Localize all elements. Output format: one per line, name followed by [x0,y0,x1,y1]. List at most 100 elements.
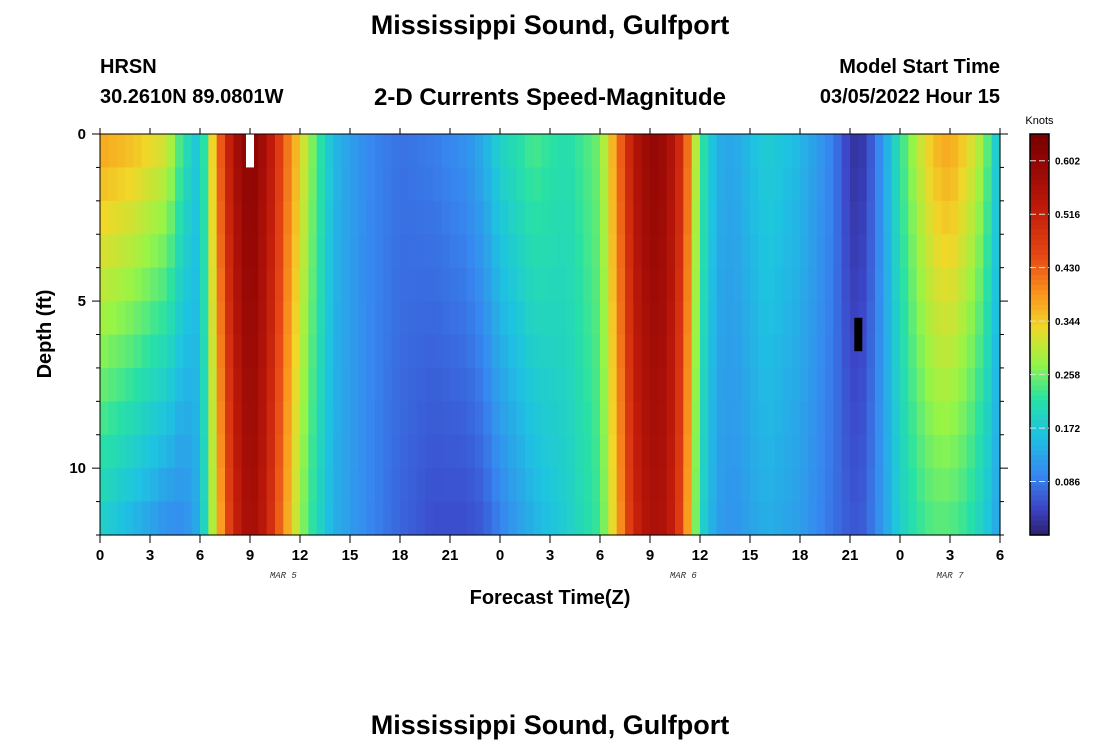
heatmap-cell [658,200,668,235]
heatmap-cell [408,134,418,169]
heatmap-cell [833,367,843,402]
heatmap-cell [766,234,776,269]
heatmap-cell [775,234,784,269]
heatmap-cell [425,167,434,202]
heatmap-cell [466,134,476,169]
heatmap-cell [900,501,909,536]
heatmap-cell [116,501,126,536]
heatmap-cell [175,401,184,436]
heatmap-cell [933,167,943,202]
heatmap-cell [183,167,193,202]
heatmap-cell [775,134,784,169]
heatmap-cell [916,134,926,169]
heatmap-cell [558,401,568,436]
colorbar-segment [1030,419,1049,426]
heatmap-cell [533,501,543,536]
heatmap-cell [558,267,568,302]
heatmap-cell [383,167,393,202]
heatmap-cell [950,200,959,235]
colorbar-segment [1030,229,1049,235]
heatmap-cell [441,334,451,369]
heatmap-cell [750,501,759,536]
heatmap-cell [116,301,126,336]
heatmap-cell [150,468,159,503]
heatmap-cell [341,301,351,336]
heatmap-cell [191,468,201,503]
heatmap-cell [416,267,426,302]
heatmap-cell [100,234,109,269]
heatmap-cell [708,200,718,235]
heatmap-cell [341,468,351,503]
colorbar-segment [1030,444,1049,451]
heatmap-cell [716,234,726,269]
heatmap-cell [308,234,318,269]
heatmap-cell [275,134,284,169]
heatmap-cell [416,501,426,536]
colorbar-segment [1030,149,1049,155]
heatmap-cell [991,334,1001,369]
heatmap-cell [450,134,459,169]
heatmap-cell [991,501,1001,536]
heatmap-cell [316,434,326,469]
heatmap-cell [208,200,218,235]
heatmap-cell [200,501,209,536]
heatmap-cell [591,134,601,169]
colorbar-segment [1030,204,1049,210]
heatmap-cell [166,301,176,336]
heatmap-cell [625,301,634,336]
heatmap-cell [525,501,534,536]
heatmap-cell [991,434,1001,469]
heatmap-cell [333,501,343,536]
heatmap-cell [200,301,209,336]
colorbar-segment [1030,344,1049,351]
heatmap-cell [583,434,593,469]
heatmap-cell [900,367,909,402]
heatmap-cell [691,301,701,336]
heatmap-cell [241,434,251,469]
colorbar-segment [1030,474,1049,481]
heatmap-cell [141,401,151,436]
heatmap-cell [683,401,693,436]
heatmap-cell [483,234,493,269]
heatmap-cell [650,367,659,402]
heatmap-cell [950,167,959,202]
heatmap-cell [391,234,401,269]
heatmap-cell [491,234,501,269]
heatmap-cell [391,200,401,235]
heatmap-cell [758,267,768,302]
heatmap-cell [233,401,243,436]
heatmap-cell [416,401,426,436]
heatmap-cell [800,234,809,269]
heatmap-cell [108,234,118,269]
heatmap-cell [291,301,301,336]
heatmap-cell [466,367,476,402]
colorbar-segment [1030,439,1049,446]
heatmap-cell [108,401,118,436]
heatmap-cell [300,367,309,402]
heatmap-cell [991,301,1001,336]
heatmap-cell [158,501,168,536]
heatmap-cell [433,267,443,302]
heatmap-cell [391,267,401,302]
heatmap-cell [858,134,868,169]
heatmap-cell [425,301,434,336]
heatmap-cell [358,501,368,536]
heatmap-cell [916,301,926,336]
heatmap-cell [775,200,784,235]
colorbar-segment [1030,184,1049,190]
heatmap-cell [583,167,593,202]
heatmap-cell [141,334,151,369]
heatmap-cell [366,367,376,402]
heatmap-cell [100,334,109,369]
heatmap-cell [483,401,493,436]
heatmap-cell [425,468,434,503]
heatmap-cell [125,234,134,269]
heatmap-cell [491,401,501,436]
heatmap-cell [558,501,568,536]
heatmap-cell [283,401,293,436]
heatmap-cell [350,468,359,503]
heatmap-cell [683,267,693,302]
heatmap-cell [975,134,984,169]
heatmap-cell [425,334,434,369]
heatmap-cell [800,167,809,202]
